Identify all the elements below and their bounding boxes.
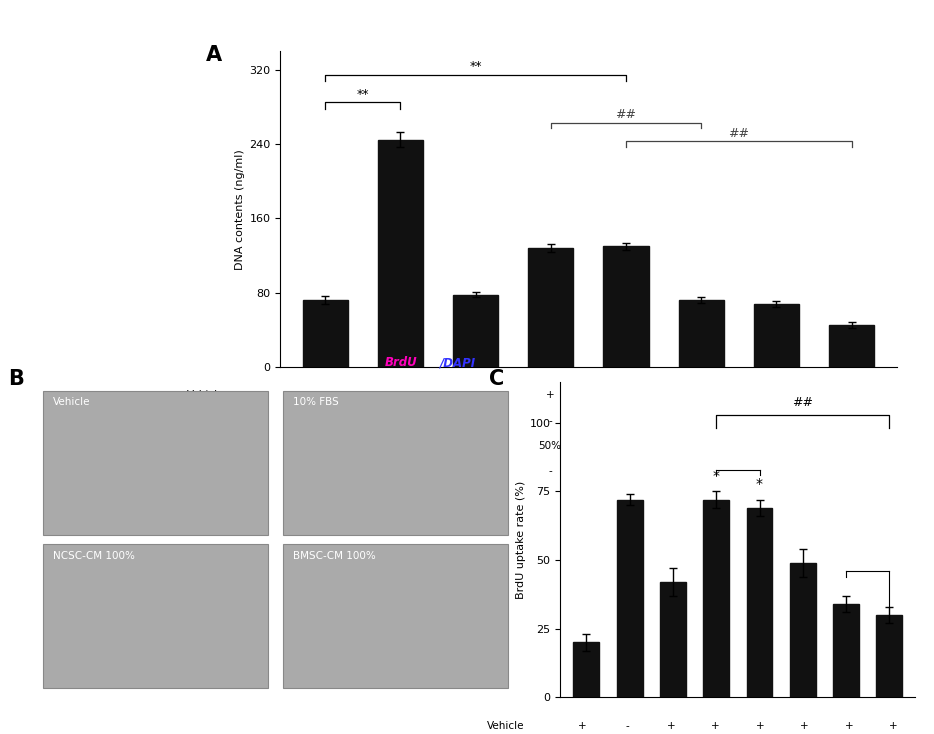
Bar xyxy=(529,248,573,367)
Text: /DAPI: /DAPI xyxy=(439,356,475,369)
Bar xyxy=(790,563,815,697)
Bar xyxy=(453,294,498,367)
Text: -: - xyxy=(702,415,706,426)
Text: B: B xyxy=(8,369,24,389)
FancyBboxPatch shape xyxy=(43,544,268,688)
Text: +: + xyxy=(854,390,862,401)
Text: C: C xyxy=(489,369,504,389)
Text: -: - xyxy=(394,390,398,401)
Text: +: + xyxy=(315,390,323,401)
Bar xyxy=(703,500,729,697)
Text: **: ** xyxy=(357,87,369,101)
Y-axis label: DNA contents (ng/ml): DNA contents (ng/ml) xyxy=(235,149,245,269)
Text: -: - xyxy=(548,466,552,476)
Text: -: - xyxy=(317,466,320,476)
Text: 100%: 100% xyxy=(843,466,873,476)
Text: BrdU: BrdU xyxy=(385,356,417,369)
Text: Vehicle: Vehicle xyxy=(488,721,525,731)
Text: 10% FBS: 10% FBS xyxy=(293,398,339,407)
Text: -: - xyxy=(471,466,474,476)
Text: -: - xyxy=(856,441,860,451)
Bar xyxy=(573,642,600,697)
Text: 10% FBS: 10% FBS xyxy=(179,415,225,426)
Text: -: - xyxy=(702,441,706,451)
Text: 50%: 50% xyxy=(770,466,793,476)
Text: -: - xyxy=(856,415,860,426)
Bar xyxy=(754,304,799,367)
Text: ##: ## xyxy=(792,396,814,409)
Text: +: + xyxy=(578,721,587,731)
Text: -: - xyxy=(394,441,398,451)
Text: -: - xyxy=(317,441,320,451)
Text: -: - xyxy=(471,415,474,426)
Text: -: - xyxy=(394,466,398,476)
Text: -: - xyxy=(625,466,629,476)
Text: 50%: 50% xyxy=(538,441,561,451)
Text: BMSC-CM: BMSC-CM xyxy=(175,466,225,476)
Text: ##: ## xyxy=(616,108,636,121)
Text: +: + xyxy=(844,721,853,731)
Text: 100%: 100% xyxy=(612,441,642,451)
Bar xyxy=(829,325,874,367)
Text: +: + xyxy=(700,390,708,401)
Text: NCSC-CM 100%: NCSC-CM 100% xyxy=(52,550,134,561)
Text: A: A xyxy=(206,45,222,65)
Text: Vehicle: Vehicle xyxy=(187,390,225,401)
Text: +: + xyxy=(623,390,631,401)
Text: *: * xyxy=(713,469,720,483)
Text: -: - xyxy=(317,415,320,426)
Text: +: + xyxy=(756,721,764,731)
Text: +: + xyxy=(889,721,898,731)
Text: 10%: 10% xyxy=(461,441,485,451)
Text: +: + xyxy=(712,721,720,731)
Bar xyxy=(746,508,772,697)
Bar xyxy=(616,500,643,697)
Text: +: + xyxy=(800,721,809,731)
Bar xyxy=(603,247,648,367)
FancyBboxPatch shape xyxy=(283,544,508,688)
Bar xyxy=(660,582,686,697)
Text: -: - xyxy=(779,415,783,426)
Bar xyxy=(679,300,724,367)
Text: +: + xyxy=(777,390,785,401)
Text: -: - xyxy=(548,415,552,426)
Bar xyxy=(303,300,347,367)
Text: 10%: 10% xyxy=(692,466,715,476)
Bar xyxy=(876,615,902,697)
Text: -: - xyxy=(625,721,629,731)
Text: Vehicle: Vehicle xyxy=(52,398,91,407)
Text: +: + xyxy=(545,390,554,401)
Text: **: ** xyxy=(470,59,482,73)
Bar xyxy=(833,604,859,697)
Text: -: - xyxy=(779,441,783,451)
FancyBboxPatch shape xyxy=(43,391,268,535)
Y-axis label: BrdU uptake rate (%): BrdU uptake rate (%) xyxy=(516,480,526,599)
Text: +: + xyxy=(667,721,675,731)
Text: +: + xyxy=(469,390,477,401)
Text: BMSC-CM 100%: BMSC-CM 100% xyxy=(293,550,375,561)
Text: ##: ## xyxy=(729,126,749,139)
Text: *: * xyxy=(756,477,763,492)
Text: +: + xyxy=(391,415,400,426)
Bar xyxy=(378,139,423,367)
Text: NCSC-CM: NCSC-CM xyxy=(176,441,225,451)
FancyBboxPatch shape xyxy=(283,391,508,535)
Text: -: - xyxy=(625,415,629,426)
